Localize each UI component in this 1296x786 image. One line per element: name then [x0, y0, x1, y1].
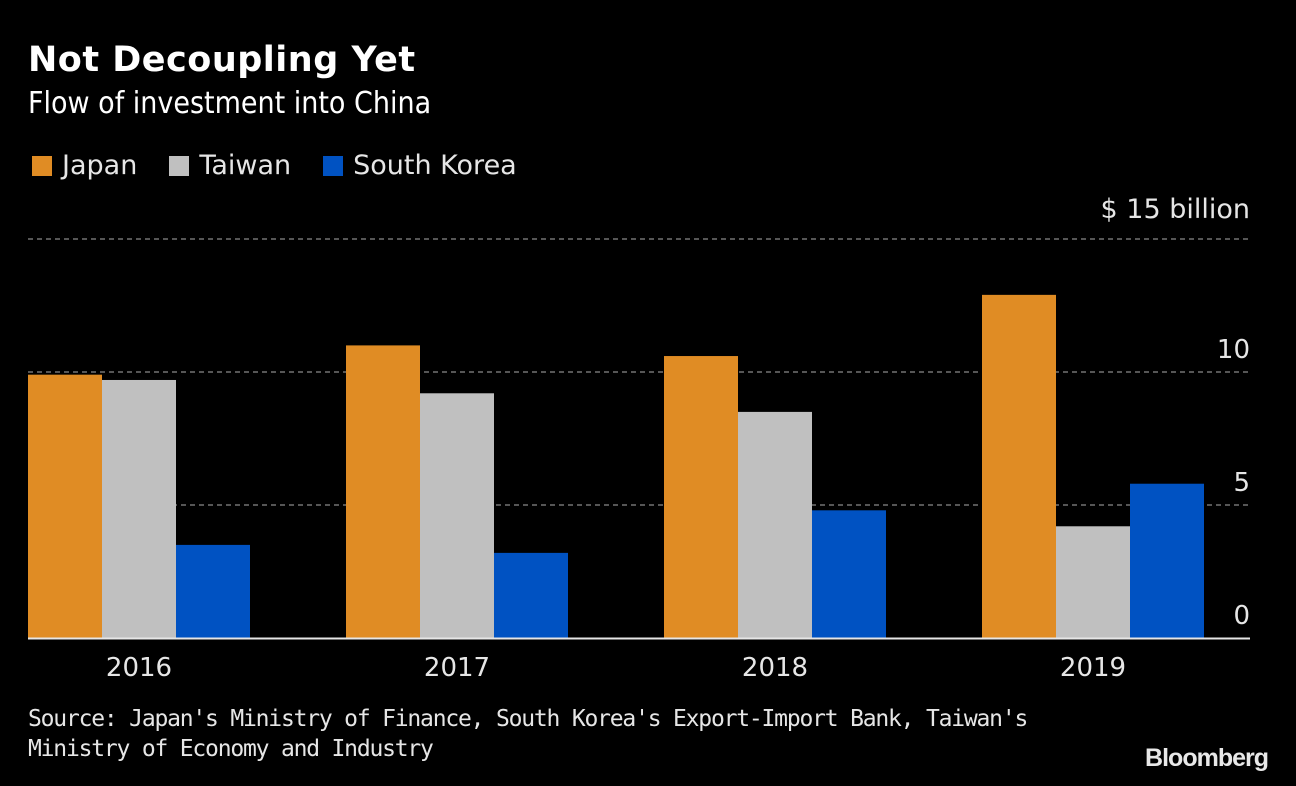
bar-japan-2017: [346, 345, 420, 638]
bar-taiwan-2016: [102, 379, 176, 638]
legend-swatch-japan: [32, 155, 52, 176]
x-tick-label-2018: 2018: [742, 653, 808, 683]
x-tick-label-2019: 2019: [1060, 653, 1126, 683]
legend-swatch-taiwan: [169, 155, 190, 176]
legend-label-japan: Japan: [62, 150, 138, 181]
bar-south-korea-2016: [176, 544, 250, 638]
y-axis-unit-label: $ 15 billion: [1100, 194, 1250, 225]
legend-label-taiwan: Taiwan: [199, 150, 292, 181]
bar-japan-2016: [28, 374, 102, 638]
bar-taiwan-2018: [738, 411, 812, 638]
x-tick-labels: 2016 2017 2018 2019: [106, 653, 1126, 683]
legend-swatch-south-korea: [323, 155, 344, 176]
legend-item-japan: Japan: [32, 150, 137, 181]
legend: Japan Taiwan South Korea: [32, 150, 549, 181]
source-note: Source: Japan's Ministry of Finance, Sou…: [28, 706, 1028, 762]
bloomberg-logo: Bloomberg: [1145, 744, 1269, 772]
gridlines: [28, 238, 1250, 506]
bar-taiwan-2017: [420, 393, 494, 638]
legend-label-south-korea: South Korea: [353, 150, 517, 181]
x-tick-label-2016: 2016: [106, 653, 172, 683]
bar-south-korea-2019: [1130, 483, 1204, 638]
chart-subtitle: Flow of investment into China: [28, 86, 432, 121]
y-tick-label-10: 10: [1217, 335, 1250, 365]
legend-item-south-korea: South Korea: [323, 150, 517, 181]
x-tick-label-2017: 2017: [424, 653, 490, 683]
bar-south-korea-2017: [494, 552, 568, 638]
chart-title: Not Decoupling Yet: [28, 40, 416, 80]
y-tick-label-0: 0: [1233, 601, 1250, 631]
bar-taiwan-2019: [1056, 526, 1130, 638]
bar-south-korea-2018: [812, 510, 886, 638]
bar-japan-2018: [664, 356, 738, 638]
legend-item-taiwan: Taiwan: [169, 150, 291, 181]
bar-japan-2019: [982, 294, 1056, 638]
y-tick-labels: 0 5 10: [1217, 335, 1250, 631]
bars: [28, 294, 1204, 638]
y-tick-label-5: 5: [1233, 468, 1250, 498]
